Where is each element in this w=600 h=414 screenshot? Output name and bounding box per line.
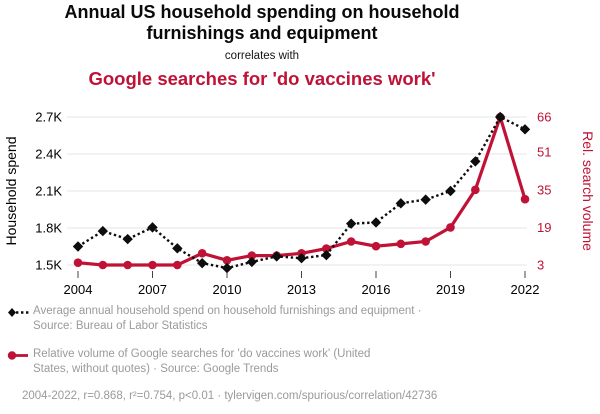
circle-marker [173,260,182,270]
legend-item-search-volume: Relative volume of Google searches for '… [7,347,585,377]
circle-marker [346,237,356,246]
diamond-marker [246,256,258,268]
diamond-marker [271,251,282,262]
x-axis-tick-label: 2010 [213,282,242,297]
legend-item-household-spend: Average annual household spend on househ… [7,304,585,334]
circle-marker [98,260,108,270]
diamond-marker [345,218,357,229]
circle-marker [421,237,430,246]
correlates-with-text: correlates with [224,50,300,62]
circle-marker [322,244,331,253]
legend: Average annual household spend on househ… [7,304,585,404]
y-axis-tick-label: 2.4K [35,147,62,162]
diamond-marker [97,225,109,237]
diamond-marker [196,257,208,269]
legend-label-line: Source: Bureau of Labor Statistics [33,320,208,332]
right-axis-title: Rel. search volume [580,131,596,251]
diamond-marker [122,233,133,245]
circle-marker [471,185,480,195]
y2-axis-tick-label: 66 [537,110,551,125]
diamond-marker [296,253,307,264]
diamond-marker [395,198,407,209]
diamond-marker [519,124,531,135]
y-axis-tick-label: 2.7K [35,110,62,125]
diamond-marker [370,217,382,228]
y-axis-tick-label: 1.5K [35,258,62,273]
chart-title: Annual US household spending on househol… [64,2,460,43]
circle-marker [396,239,406,249]
diamond-dotted-marker-icon [8,308,29,317]
y-axis-tick-label: 1.8K [35,221,62,236]
diamond-marker [494,111,506,123]
x-axis-tick-label: 2016 [362,282,391,297]
circle-marker [247,251,257,260]
circle-marker [148,260,157,270]
circle-marker [371,241,381,251]
diamond-marker [445,185,456,197]
legend-label-line: Relative volume of Google searches for '… [33,348,371,360]
diamond-marker [172,243,183,254]
circle-marker [222,256,232,265]
circle-marker [520,194,530,204]
y2-axis-tick-label: 3 [537,258,544,273]
y-axis-tick-label: 2.1K [35,184,62,199]
x-axis-tick-label: 2004 [64,282,93,297]
x-axis-tick-label: 2007 [138,282,167,297]
circle-marker [73,258,83,267]
circle-marker [446,223,455,232]
legend-label-line: States, without quotes) · Source: Google… [33,363,279,375]
diamond-marker [420,194,431,205]
gridlines [67,116,527,266]
legend-label-line: Average annual household spend on househ… [33,305,422,317]
series-line [77,115,526,270]
chart-subtitle: Google searches for 'do vaccines work' [88,68,436,89]
series-household-spend [72,111,531,274]
left-axis: 1.5K 1.8K 2.1K 2.4K 2.7K Household spend [3,110,62,273]
x-axis-tick-label: 2019 [436,282,465,297]
diamond-marker [470,156,481,167]
diamond-marker [147,222,158,233]
x-axis-tick-label: 2022 [511,282,540,297]
line-chart: 1.5K 1.8K 2.1K 2.4K 2.7K Household spend 3 19 35… [3,110,596,298]
circle-marker [123,260,132,270]
diamond-marker [72,241,84,252]
legend-label: Average annual household spend on househ… [33,304,585,334]
legend-label: Relative volume of Google searches for '… [33,347,585,377]
circle-marker [197,248,207,258]
diamond-marker [321,249,332,261]
right-axis: 3 19 35 51 66 Rel. search volume [537,110,596,273]
y2-axis-tick-label: 35 [537,182,551,197]
stats-footer: 2004-2022, r=0.868, r²=0.754, p<0.01 · t… [22,390,438,402]
circle-line-marker-icon [7,351,28,360]
y2-axis-tick-label: 19 [537,220,551,235]
x-axis-tick-label: 2013 [287,282,316,297]
chart-header: Annual US household spending on househol… [0,2,524,89]
series-search-volume [73,111,530,270]
x-axis: 2004 2007 2010 2013 2016 2019 2022 [64,271,540,297]
left-axis-title: Household spend [3,137,19,246]
diamond-marker [221,262,233,274]
y2-axis-tick-label: 51 [537,145,551,160]
